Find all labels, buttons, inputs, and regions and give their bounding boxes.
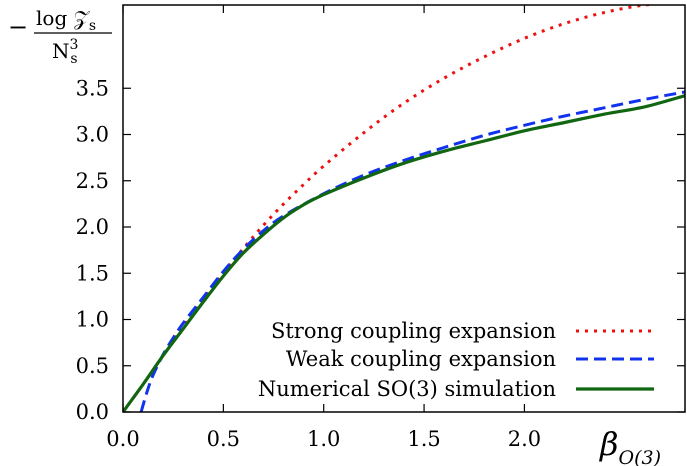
y-tick-label: 1.5	[76, 261, 109, 285]
svg-text:−: −	[8, 13, 28, 41]
y-tick-label: 1.0	[76, 308, 109, 332]
x-tick-label: 1.0	[307, 427, 340, 451]
svg-text:N3s: N3 s	[52, 37, 78, 67]
x-tick-label: 0.0	[106, 427, 139, 451]
series-line-2	[123, 94, 685, 412]
y-tick-label: 2.5	[76, 169, 109, 193]
axis-ticks: 0.0 0.5 1.0 1.5 2.0 0.0 0.5 1.0 1.5 2.0 2.5 3.0 3.5	[76, 5, 685, 451]
plot-frame	[122, 4, 686, 413]
legend-label: Numerical SO(3) simulation	[258, 377, 556, 401]
legend-label: Strong coupling expansion	[271, 319, 556, 343]
svg-text:βO(3): βO(3)	[599, 425, 661, 466]
series-lines	[123, 5, 685, 412]
y-tick-label: 3.5	[76, 76, 109, 100]
legend: Strong coupling expansion Weak coupling e…	[258, 319, 654, 401]
y-axis-label: − log 𝒵s N3 s	[8, 6, 112, 67]
x-tick-label: 0.5	[207, 427, 240, 451]
y-tick-label: 0.0	[76, 400, 109, 424]
svg-text:log 𝒵s: log 𝒵s	[36, 6, 96, 34]
legend-label: Weak coupling expansion	[286, 347, 556, 371]
series-line-0	[123, 5, 662, 412]
x-tick-label: 1.5	[407, 427, 440, 451]
y-tick-label: 0.5	[76, 354, 109, 378]
x-axis-label: βO(3)	[599, 425, 661, 466]
y-tick-label: 3.0	[76, 123, 109, 147]
x-tick-label: 2.0	[508, 427, 541, 451]
y-tick-label: 2.0	[76, 215, 109, 239]
